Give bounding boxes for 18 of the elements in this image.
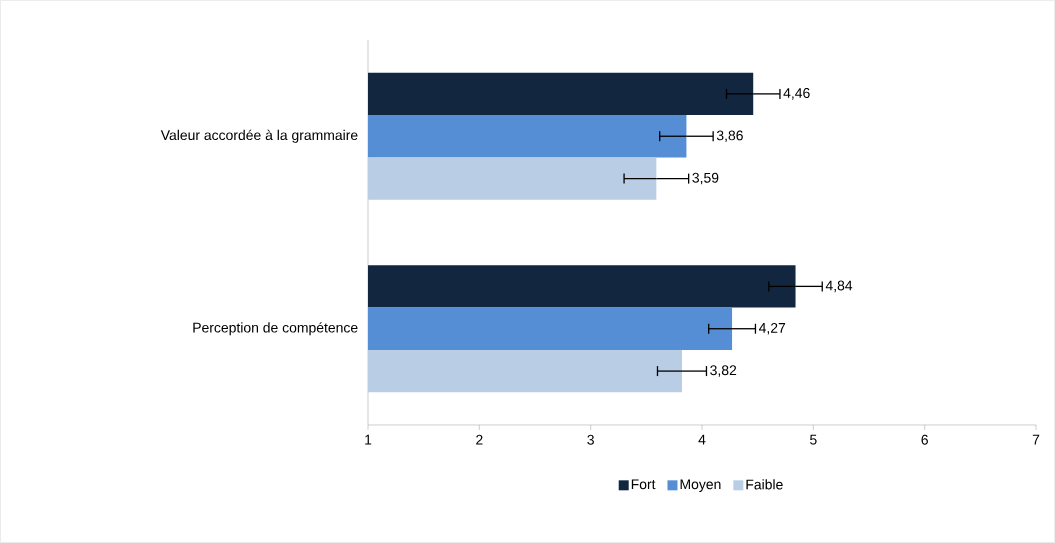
x-tick-label: 2: [476, 434, 483, 445]
y-tick-label: Valeur accordée à la grammaire: [160, 129, 358, 143]
legend-label: Fort: [631, 479, 656, 490]
x-tick-label: 7: [1032, 434, 1040, 445]
x-tick-label: 3: [587, 434, 594, 445]
data-label: 3,82: [710, 365, 737, 377]
data-label: 4,46: [783, 88, 810, 100]
y-tick-label: Perception de compétence: [193, 322, 358, 336]
legend-label: Faible: [746, 479, 783, 490]
x-tick-label: 5: [810, 434, 817, 445]
data-label: 4,84: [825, 280, 853, 293]
x-tick-label: 4: [698, 434, 706, 445]
data-label: 3,86: [716, 130, 743, 142]
x-tick-label: 6: [921, 434, 928, 445]
legend-label: Moyen: [680, 479, 721, 492]
x-tick-label: 1: [365, 434, 372, 445]
data-label: 4,27: [758, 322, 786, 335]
data-label: 3,59: [692, 172, 719, 185]
